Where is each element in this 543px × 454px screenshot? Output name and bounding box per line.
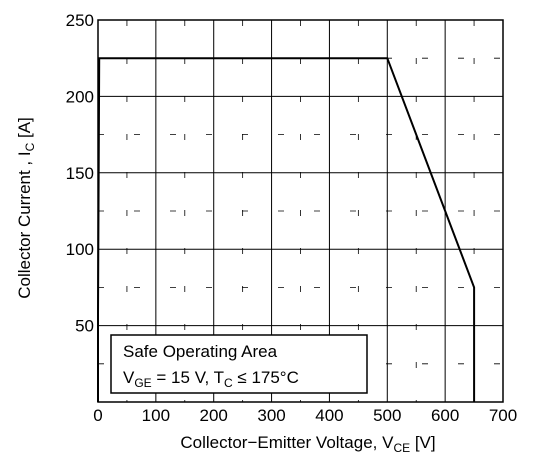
y-tick-label: 250: [66, 11, 94, 30]
x-axis-label: Collector−Emitter Voltage, VCE [V]: [180, 433, 435, 454]
x-tick-label: 100: [142, 406, 170, 425]
annotation-box: Safe Operating Area VGE = 15 V, TC ≤ 175…: [110, 334, 368, 394]
y-tick-label: 150: [66, 164, 94, 183]
y-tick-label: 100: [66, 240, 94, 259]
x-tick-label: 600: [431, 406, 459, 425]
plot-frame: [97, 19, 504, 403]
annotation-line-2: VGE = 15 V, TC ≤ 175°C: [123, 368, 299, 390]
y-tick-label: 50: [75, 317, 94, 336]
annotation-line-1: Safe Operating Area: [123, 342, 278, 361]
y-tick-label: 200: [66, 87, 94, 106]
x-tick-label: 500: [373, 406, 401, 425]
x-tick-label: 700: [489, 406, 517, 425]
y-axis-label: Collector Current , IC [A]: [15, 117, 37, 299]
tick-labels: 0 100 200 300 400 500 600 700 50 100 150 200 250: [66, 11, 518, 425]
x-tick-label: 200: [200, 406, 228, 425]
x-tick-label: 0: [93, 406, 102, 425]
x-tick-label: 300: [257, 406, 285, 425]
x-tick-label: 400: [315, 406, 343, 425]
